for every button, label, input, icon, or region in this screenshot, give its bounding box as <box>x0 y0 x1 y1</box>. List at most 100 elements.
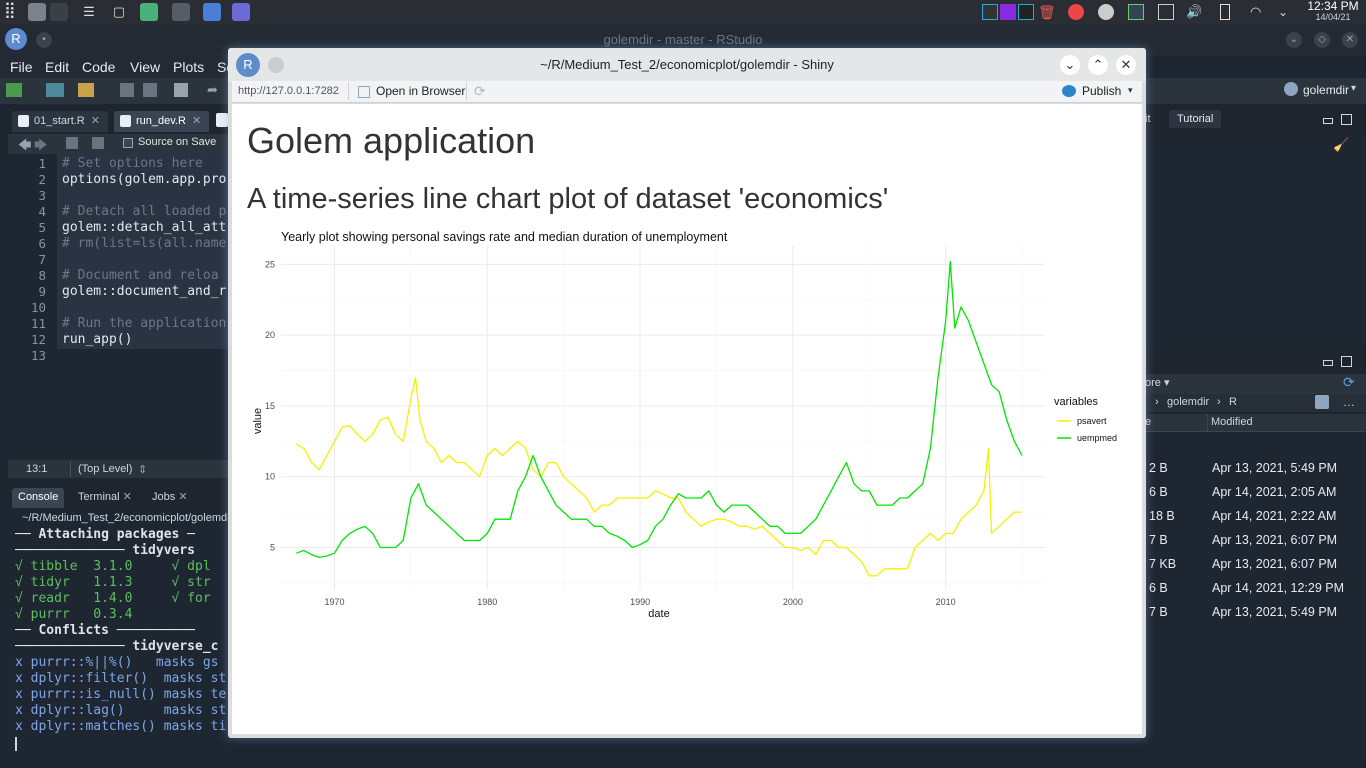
console-tray-icon[interactable] <box>1128 4 1144 20</box>
minimize-icon[interactable]: ⌄ <box>1286 32 1302 48</box>
menu-code[interactable]: Code <box>82 59 116 75</box>
line-number: 4 <box>38 204 46 219</box>
minimize-pane-icon[interactable] <box>1323 360 1333 366</box>
tab-label: 01_start.R <box>34 115 85 127</box>
minimize-pane-icon[interactable] <box>1323 118 1333 124</box>
file-row[interactable]: 6 B Apr 14, 2021, 12:29 PM <box>1145 576 1366 600</box>
widget-icon[interactable] <box>1018 4 1034 20</box>
file-row[interactable]: 18 B Apr 14, 2021, 2:22 AM <box>1145 504 1366 528</box>
tab-01-start[interactable]: 01_start.R ✕ <box>12 111 108 132</box>
battery-widget-icon[interactable] <box>982 4 998 20</box>
modified-column-header[interactable]: Modified <box>1211 416 1253 428</box>
publish-dropdown-icon[interactable]: ▾ <box>1128 85 1133 95</box>
app-grid-icon[interactable]: ⣿ <box>4 2 16 19</box>
workspace-2-icon[interactable] <box>50 3 68 21</box>
maximize-icon[interactable]: ⌃ <box>1088 55 1108 75</box>
rstudio-window-icon[interactable] <box>232 3 250 21</box>
go-to-icon[interactable]: ➦ <box>207 82 218 97</box>
broom-icon[interactable]: 🧹 <box>1333 137 1350 152</box>
publish-button[interactable]: Publish <box>1082 84 1122 98</box>
chevron-down-icon[interactable]: ⌄ <box>1278 5 1289 19</box>
close-tab-icon[interactable]: ✕ <box>90 115 100 127</box>
file-row[interactable]: 2 B Apr 13, 2021, 5:49 PM <box>1145 456 1366 480</box>
files-list <box>1145 432 1366 760</box>
save-all-icon[interactable] <box>143 83 157 97</box>
divider <box>70 461 71 477</box>
menu-plots[interactable]: Plots <box>173 59 205 75</box>
clock-time[interactable]: 12:34 PM <box>1307 0 1359 13</box>
clipboard-icon[interactable] <box>1158 4 1174 20</box>
source-on-save-checkbox[interactable] <box>123 138 133 148</box>
files-more-menu[interactable]: ore ▾ <box>1145 377 1170 389</box>
tab-console[interactable]: Console <box>12 488 65 508</box>
editor-status-bar: 13:1 (Top Level) ⇕ <box>8 460 232 478</box>
wifi-icon[interactable]: ◠ <box>1250 4 1262 19</box>
size-column-header[interactable]: e <box>1145 416 1152 428</box>
close-tab-icon[interactable]: ✕ <box>122 491 132 503</box>
tab-jobs[interactable]: Jobs ✕ <box>146 488 194 508</box>
minimize-icon[interactable]: ⌄ <box>1060 55 1080 75</box>
console-pane[interactable] <box>8 508 232 760</box>
menu-view[interactable]: View <box>130 59 161 75</box>
maximize-icon[interactable]: ◇ <box>1314 32 1330 48</box>
print-icon[interactable] <box>174 83 188 97</box>
close-icon[interactable]: ✕ <box>1116 55 1136 75</box>
publish-icon[interactable] <box>1062 85 1076 97</box>
maximize-pane-icon[interactable] <box>1341 356 1352 367</box>
open-in-browser-button[interactable]: Open in Browser <box>376 84 466 98</box>
source-on-save-label: Source on Save <box>138 136 217 148</box>
file-row[interactable]: 7 B Apr 13, 2021, 5:49 PM <box>1145 600 1366 624</box>
tab-tutorial[interactable]: Tutorial <box>1169 110 1222 128</box>
more-label: ore <box>1145 377 1161 389</box>
close-tab-icon[interactable]: ✕ <box>191 115 202 127</box>
tab-run-dev[interactable]: run_dev.R ✕ <box>114 111 210 132</box>
battery-icon[interactable] <box>1220 4 1230 20</box>
file-row[interactable]: 6 B Apr 14, 2021, 2:05 AM <box>1145 480 1366 504</box>
console-line: √ tidyr 1.1.3 √ str <box>15 575 211 590</box>
url-display[interactable]: http://127.0.0.1:7282 <box>238 85 339 97</box>
tab-terminal[interactable]: Terminal ✕ <box>72 488 138 508</box>
save-icon[interactable] <box>92 137 104 149</box>
maximize-pane-icon[interactable] <box>1341 114 1352 125</box>
purple-widget-icon[interactable] <box>1000 4 1016 20</box>
window-menu-icon[interactable]: • <box>36 32 52 48</box>
menu-file[interactable]: File <box>10 59 33 75</box>
open-file-icon[interactable] <box>78 83 94 97</box>
terminal-icon[interactable] <box>172 3 190 21</box>
trash-icon[interactable]: 🗑 <box>1038 4 1056 20</box>
scope-selector[interactable]: (Top Level) <box>78 463 133 475</box>
divider <box>348 82 349 100</box>
settings-panel-icon[interactable]: ☰ <box>83 4 95 19</box>
save-icon[interactable] <box>120 83 134 97</box>
new-file-icon[interactable] <box>6 83 22 97</box>
more-icon[interactable]: … <box>1343 395 1355 409</box>
refresh-icon[interactable]: ⟳ <box>1343 374 1355 390</box>
tab-git[interactable]: it <box>1145 113 1151 125</box>
show-in-window-icon[interactable] <box>66 137 78 149</box>
back-arrow-icon[interactable]: 🡄 <box>18 137 32 152</box>
forward-arrow-icon[interactable]: 🡆 <box>34 137 48 152</box>
scope-dropdown-icon[interactable]: ⇕ <box>138 464 148 476</box>
new-project-icon[interactable] <box>46 83 64 97</box>
r-project-icon[interactable] <box>1315 395 1329 409</box>
project-dropdown-icon[interactable]: ▾ <box>1351 83 1357 94</box>
refresh-icon[interactable]: ⟳ <box>474 83 486 99</box>
volume-icon[interactable]: 🔊 <box>1186 4 1203 19</box>
open-in-browser-icon[interactable] <box>358 86 370 98</box>
file-row[interactable]: 7 KB Apr 13, 2021, 6:07 PM <box>1145 552 1366 576</box>
crumb-r[interactable]: R <box>1229 396 1237 408</box>
file-row[interactable]: 7 B Apr 13, 2021, 6:07 PM <box>1145 528 1366 552</box>
workspace-icon[interactable] <box>28 3 46 21</box>
project-name[interactable]: golemdir <box>1303 83 1350 97</box>
update-icon[interactable] <box>1098 4 1114 20</box>
new-file-icon[interactable]: ▢ <box>112 4 126 19</box>
crumb-golemdir[interactable]: golemdir <box>1167 396 1210 408</box>
close-icon[interactable]: ✕ <box>1342 32 1358 48</box>
chrome-icon[interactable] <box>1068 4 1084 20</box>
folder-icon[interactable] <box>140 3 158 21</box>
window-menu-icon[interactable] <box>268 57 284 73</box>
r-file-icon[interactable] <box>216 113 228 127</box>
rstudio-launcher-icon[interactable] <box>203 3 221 21</box>
close-tab-icon[interactable]: ✕ <box>178 491 188 503</box>
menu-edit[interactable]: Edit <box>45 59 70 75</box>
